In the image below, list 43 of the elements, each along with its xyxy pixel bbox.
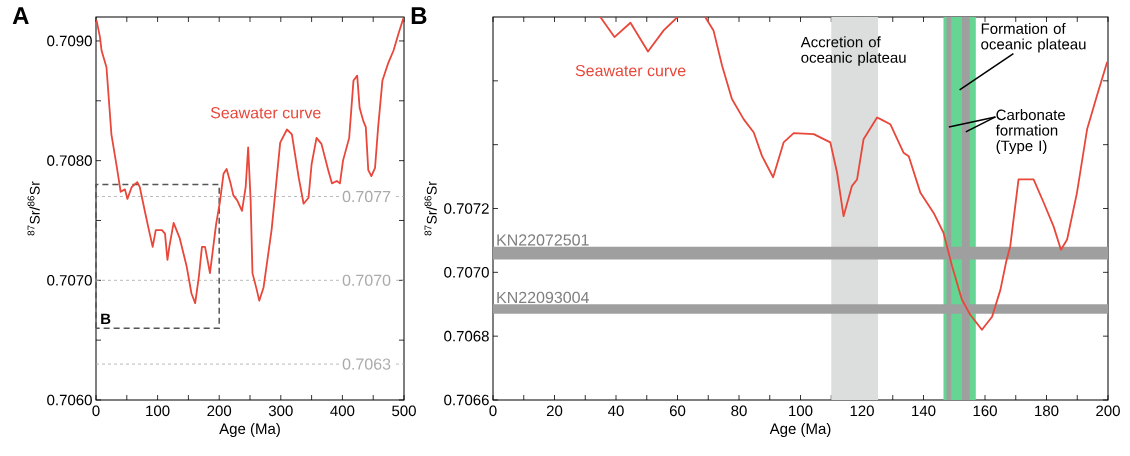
- y-tick-label: 0.7072: [444, 203, 489, 214]
- x-tick-label: 100: [789, 405, 813, 417]
- band-label: KN22072501: [497, 234, 589, 246]
- x-tick-label: 200: [207, 405, 232, 417]
- series-label: Seawater curve: [575, 64, 686, 77]
- y-tick-label: 0.7070: [47, 275, 92, 286]
- band-label: Carbonate formation (Type I): [995, 109, 1066, 155]
- y-tick-label: 0.7070: [444, 267, 489, 278]
- x-tick-label: 500: [392, 405, 416, 417]
- y-axis-title: $^{87}$Sr/$^{86}$Sr: [27, 181, 40, 236]
- annotation: B: [101, 313, 111, 324]
- ref-line-label: 0.7077: [342, 190, 391, 203]
- x-tick-label: 300: [268, 405, 293, 417]
- series-label: Seawater curve: [210, 107, 321, 119]
- x-tick-label: 180: [1035, 405, 1059, 417]
- x-tick-label: 20: [546, 405, 563, 417]
- x-axis-title: Age (Ma): [219, 423, 280, 437]
- x-tick-label: 80: [731, 405, 747, 417]
- x-tick-label: 160: [973, 405, 997, 417]
- band-label: Formation of oceanic plateau: [981, 22, 1086, 53]
- x-tick-label: 100: [146, 405, 170, 417]
- y-tick-label: 0.7060: [47, 394, 92, 406]
- x-axis-title: Age (Ma): [769, 423, 831, 437]
- band-label: Accretion of oceanic plateau: [800, 36, 906, 66]
- line-series: [96, 17, 404, 304]
- y-tick-label: 0.7080: [47, 155, 92, 166]
- x-tick-label: 0: [489, 405, 497, 417]
- band-label: KN22093004: [497, 291, 589, 304]
- y-tick-label: 0.7090: [47, 35, 92, 47]
- x-tick-label: 140: [912, 405, 936, 417]
- x-tick-label: 0: [92, 405, 100, 417]
- x-tick-label: 60: [669, 405, 686, 417]
- x-tick-label: 120: [850, 405, 874, 417]
- ref-line-label: 0.7070: [342, 274, 391, 286]
- chart-title: B: [411, 7, 427, 24]
- x-tick-label: 40: [608, 405, 624, 417]
- ref-line-label: 0.7063: [342, 358, 391, 370]
- y-axis-title: $^{87}$Sr/$^{86}$Sr: [424, 181, 437, 236]
- y-tick-label: 0.7068: [444, 330, 489, 342]
- chart-title: A: [12, 7, 29, 24]
- x-tick-label: 200: [1096, 405, 1120, 417]
- x-tick-label: 400: [330, 405, 355, 417]
- y-tick-label: 0.7066: [444, 394, 489, 406]
